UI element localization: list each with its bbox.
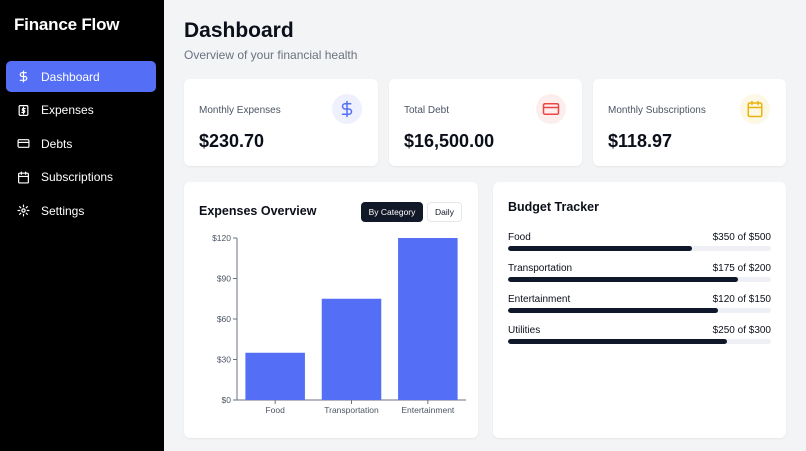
budget-tracker-card: Budget Tracker Food $350 of $500 Transpo…	[493, 182, 786, 438]
y-tick-label: $120	[212, 233, 231, 243]
budget-name: Utilities	[508, 325, 541, 336]
expenses-overview-card: Expenses Overview By Category Daily $0 $3…	[184, 182, 478, 438]
y-tick-label: $90	[217, 274, 231, 284]
calendar-icon	[17, 170, 30, 184]
budget-name: Food	[508, 232, 531, 243]
budget-name: Entertainment	[508, 294, 571, 305]
sidebar-item-label: Settings	[41, 203, 85, 218]
sidebar-item-dashboard[interactable]: Dashboard	[6, 61, 156, 92]
budget-amount: $175 of $200	[712, 263, 771, 274]
stat-label: Monthly Subscriptions	[608, 105, 706, 116]
gear-icon	[17, 204, 30, 217]
sidebar-item-label: Expenses	[41, 103, 94, 117]
stat-value: $230.70	[199, 131, 265, 151]
sidebar-item-label: Dashboard	[41, 69, 100, 84]
y-tick-label: $30	[217, 355, 231, 365]
stat-card-monthly-subscriptions: Monthly Subscriptions $118.97	[593, 79, 786, 166]
budget-progress-track	[508, 308, 771, 313]
expenses-bar-chart: $0 $30 $60 $90 $120 Food Transportation Enterta…	[212, 233, 466, 415]
daily-toggle[interactable]: Daily	[427, 202, 462, 222]
y-tick-label: $60	[217, 314, 231, 324]
budget-progress-track	[508, 339, 771, 344]
receipt-icon	[17, 104, 30, 117]
dollar-icon	[332, 94, 362, 124]
sidebar-item-subscriptions[interactable]: Subscriptions	[6, 162, 156, 193]
by-category-toggle[interactable]: By Category	[361, 202, 423, 222]
budget-tracker-title: Budget Tracker	[508, 200, 600, 214]
sidebar-item-label: Debts	[41, 136, 73, 151]
budget-progress-track	[508, 246, 771, 251]
sidebar-item-label: Subscriptions	[41, 170, 114, 184]
main-content: Dashboard Overview of your financial hea…	[164, 0, 806, 451]
dollar-icon	[17, 70, 30, 83]
y-tick-label: $0	[222, 395, 232, 405]
sidebar-item-settings[interactable]: Settings	[6, 195, 156, 226]
x-tick-label: Food	[265, 405, 285, 415]
budget-row-entertainment: Entertainment $120 of $150	[508, 294, 771, 324]
budget-progress-fill	[508, 277, 739, 282]
sidebar-nav: Dashboard Expenses Debts Subscriptions S…	[6, 61, 156, 229]
budget-progress-fill	[508, 246, 693, 251]
sidebar-item-debts[interactable]: Debts	[6, 128, 156, 159]
credit-card-icon	[536, 94, 566, 124]
x-tick-label: Transportation	[324, 405, 379, 415]
budget-amount: $350 of $500	[712, 232, 771, 243]
stat-card-monthly-expenses: Monthly Expenses $230.70	[184, 79, 378, 166]
budget-row-food: Food $350 of $500	[508, 232, 771, 262]
bar-transportation	[321, 298, 382, 400]
sidebar-item-expenses[interactable]: Expenses	[6, 95, 156, 126]
calendar-icon	[740, 94, 770, 124]
bar-food	[245, 352, 305, 400]
budget-amount: $250 of $300	[712, 325, 771, 336]
credit-card-icon	[17, 137, 30, 150]
bar-entertainment	[398, 238, 458, 400]
budget-progress-fill	[508, 339, 728, 344]
x-tick-label: Entertainment	[401, 405, 455, 415]
app-title: Finance Flow	[14, 15, 120, 34]
budget-row-transportation: Transportation $175 of $200	[508, 263, 771, 293]
budget-amount: $120 of $150	[712, 294, 771, 305]
budget-progress-fill	[508, 308, 719, 313]
budget-name: Transportation	[508, 263, 573, 274]
sidebar: Finance Flow Dashboard Expenses Debts Su…	[0, 0, 164, 451]
budget-progress-track	[508, 277, 771, 282]
expenses-overview-title: Expenses Overview	[199, 204, 317, 218]
stat-label: Total Debt	[404, 105, 450, 116]
budget-row-utilities: Utilities $250 of $300	[508, 325, 771, 355]
stat-value: $118.97	[608, 131, 673, 151]
stat-value: $16,500.00	[404, 131, 495, 151]
stat-card-total-debt: Total Debt $16,500.00	[389, 79, 582, 166]
page-subtitle: Overview of your financial health	[184, 48, 358, 62]
stat-label: Monthly Expenses	[199, 105, 281, 116]
page-title: Dashboard	[184, 19, 294, 42]
